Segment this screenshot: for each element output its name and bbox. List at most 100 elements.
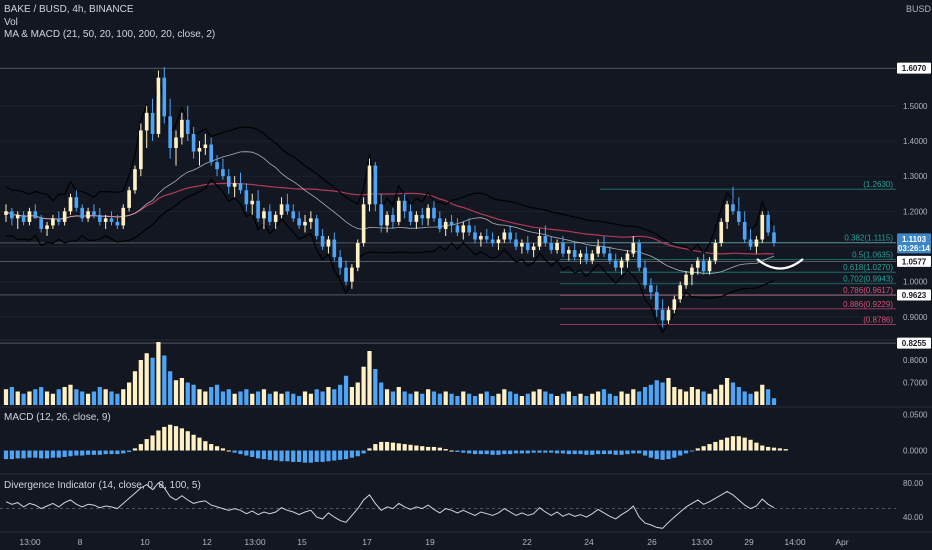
volume-bar (672, 387, 677, 405)
candle-body (86, 211, 90, 219)
volume-bar (748, 393, 753, 405)
candle-body (326, 239, 331, 247)
macd-bar (308, 450, 313, 463)
volume-bar (314, 389, 319, 405)
macd-bar (80, 450, 85, 456)
candle-body (314, 218, 319, 236)
macd-bar (291, 450, 296, 462)
volume-bar (285, 391, 290, 405)
candle-body (332, 239, 337, 258)
macd-bar (443, 449, 448, 451)
candle-body (209, 144, 214, 163)
volume-legend[interactable]: Vol (4, 17, 18, 28)
candle-body (666, 309, 671, 321)
candle-body (432, 207, 436, 219)
macd-bar (103, 450, 108, 455)
candle-body (555, 243, 559, 251)
volume-bar (109, 391, 114, 405)
candle-body (133, 169, 137, 191)
volume-bar (126, 382, 132, 405)
macd-bar (9, 450, 14, 460)
time-label: 17 (362, 537, 372, 547)
volume-bar (607, 393, 612, 405)
candle-body (285, 204, 290, 212)
price-badge (897, 242, 931, 254)
volume-bar (560, 393, 566, 405)
candle-body (197, 148, 202, 152)
price-tick: 1.5000 (903, 102, 928, 111)
volume-bar (584, 396, 589, 405)
ma-red-line (5, 182, 775, 255)
volume-bar (437, 393, 442, 405)
volume-bar (543, 391, 548, 405)
volume-bar (373, 369, 378, 405)
ma-white-line (5, 151, 775, 274)
price-badge-label: 0.9623 (902, 291, 927, 300)
candle-body (373, 165, 378, 205)
macd-bar (637, 450, 642, 454)
fib-label: 0.5(1.0635) (852, 250, 893, 259)
volume-bar (332, 389, 337, 405)
volume-bar (408, 393, 413, 405)
volume-bar (255, 391, 261, 405)
price-badge-label: 03:26:14 (898, 244, 931, 253)
volume-bar (472, 396, 478, 405)
candle-body (232, 183, 237, 187)
candle-body (649, 285, 653, 293)
symbol-title[interactable]: BAKE / BUSD, 4h, BINANCE (4, 4, 134, 15)
macd-legend[interactable]: MACD (12, 26, close, 9) (4, 412, 111, 423)
volume-bar (467, 393, 472, 405)
volume-bar (191, 384, 196, 405)
volume-bar (103, 389, 108, 405)
candle-body (56, 218, 61, 222)
macd-bar (349, 450, 355, 458)
candle-body (502, 232, 507, 240)
macd-bar (631, 450, 636, 454)
currency-label: BUSD (906, 4, 932, 14)
macd-bar (121, 450, 126, 454)
candle-body (473, 232, 477, 240)
candle-body (420, 214, 425, 219)
volume-bar (379, 382, 384, 405)
volume-bar (250, 393, 255, 405)
volume-bar (302, 391, 308, 405)
volume-bar (44, 391, 50, 405)
macd-bar (543, 450, 548, 453)
candle-body (549, 243, 554, 251)
candle-body (168, 116, 172, 149)
macd-bar (484, 450, 489, 455)
candle-body (613, 260, 618, 268)
candle-body (127, 190, 131, 208)
candle-body (643, 267, 647, 286)
volume-bar (144, 353, 149, 405)
macd-bar (560, 450, 566, 454)
candle-body (619, 260, 624, 268)
macd-bar (209, 444, 214, 451)
macd-bar (420, 446, 425, 451)
candle-body (80, 207, 85, 219)
macd-bar (502, 450, 507, 455)
macd-bar (437, 447, 442, 451)
candle-body (766, 214, 770, 233)
time-label: 8 (78, 537, 83, 547)
div-tick: 80.00 (903, 479, 924, 488)
macd-bar (214, 446, 220, 451)
volume-bar (760, 384, 765, 405)
ma-macd-legend[interactable]: MA & MACD (21, 50, 20, 100, 200, 20, clo… (4, 29, 216, 40)
macd-bar (109, 450, 114, 455)
price-tick: 1.2000 (903, 207, 928, 216)
volume-bar (33, 389, 38, 405)
bollinger-lower (5, 178, 775, 334)
divergence-legend[interactable]: Divergence Indicator (14, close, 0, 8, 1… (4, 480, 201, 491)
fib-label: 0.702(0.9943) (843, 275, 893, 284)
candle-body (367, 165, 372, 205)
candle-body (584, 253, 589, 261)
candle-body (361, 204, 366, 244)
macd-bar (490, 450, 495, 455)
candle-body (355, 243, 360, 268)
volume-bar (625, 393, 630, 405)
macd-bar (279, 450, 284, 462)
candle-body (74, 197, 79, 208)
candle-body (608, 253, 612, 261)
